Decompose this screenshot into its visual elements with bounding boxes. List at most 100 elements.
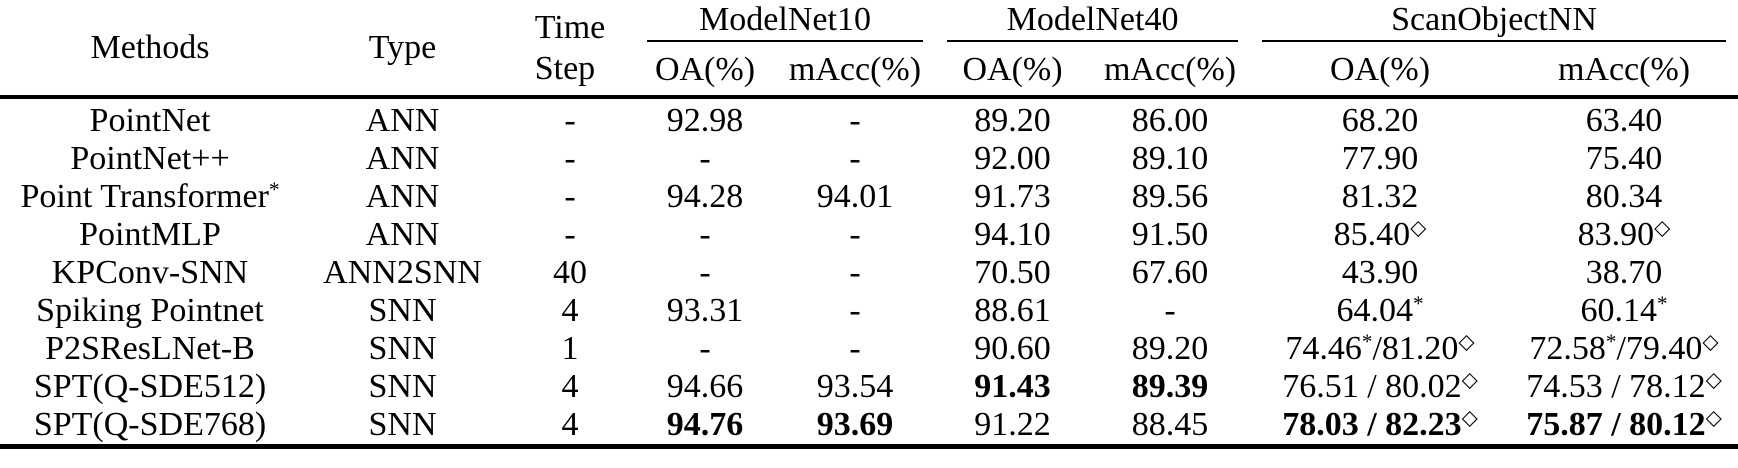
cell-modelnet40-oa: 94.10 — [974, 216, 1051, 253]
table-row: PointMLP ANN - - - 94.10 91.50 85.40◇ 83.90◇ — [0, 216, 1738, 254]
cell-method: PointNet++ — [70, 140, 230, 177]
cell-method: PointMLP — [79, 216, 221, 253]
col-header-modelnet40-macc: mAcc(%) — [1103, 50, 1237, 88]
cell-modelnet10-oa: 94.28 — [666, 178, 744, 215]
superscript-mark: * — [1413, 291, 1424, 316]
cell-modelnet40-oa: 91.43 — [974, 368, 1051, 405]
table-row: SPT(Q-SDE768) SNN 4 94.76 93.69 91.22 88.45 78.… — [0, 406, 1738, 447]
cell-time-step: 4 — [561, 406, 579, 443]
cell-modelnet10-oa: - — [699, 330, 711, 367]
cell-method: Spiking Pointnet — [36, 292, 264, 329]
table-row: PointNet ANN - 92.98 - 89.20 86.00 68.20 63.40 — [0, 97, 1738, 140]
cell-modelnet10-macc: 94.01 — [816, 178, 894, 215]
superscript-mark: * — [1605, 329, 1617, 354]
cell-scanobjectnn-macc: 75.87 / 80.12◇ — [1526, 405, 1722, 443]
cell-modelnet40-macc: 89.20 — [1131, 330, 1209, 367]
cell-scanobjectnn-macc: 38.70 — [1585, 254, 1663, 291]
cell-modelnet40-macc: 67.60 — [1131, 254, 1209, 291]
table-row: Spiking Pointnet SNN 4 93.31 - 88.61 - 64.04* 60… — [0, 292, 1738, 330]
cell-modelnet10-macc: 93.54 — [816, 368, 894, 405]
group-header-modelnet40: ModelNet40 — [935, 0, 1250, 42]
cell-type: ANN — [365, 178, 440, 215]
cell-scanobjectnn-oa: 78.03 / 82.23◇ — [1282, 405, 1478, 443]
cell-modelnet10-macc: - — [849, 216, 861, 253]
cell-type: SNN — [368, 292, 437, 329]
cell-scanobjectnn-macc: 75.40 — [1585, 140, 1663, 177]
cell-time-step: 1 — [561, 330, 579, 367]
cell-modelnet10-macc: - — [849, 254, 861, 291]
superscript-mark: ◇ — [1461, 405, 1478, 430]
cell-modelnet40-macc: - — [1164, 292, 1176, 329]
header-row-metrics: OA(%) mAcc(%) OA(%) mAcc(%) OA(%) mAcc(%… — [0, 42, 1738, 97]
cell-modelnet10-oa: - — [699, 140, 711, 177]
cell-modelnet40-macc: 91.50 — [1131, 216, 1209, 253]
table-row: Point Transformer* ANN - 94.28 94.01 91.73 89.… — [0, 178, 1738, 216]
cell-modelnet40-macc: 86.00 — [1131, 102, 1209, 139]
cell-scanobjectnn-oa: 43.90 — [1341, 254, 1419, 291]
cell-modelnet10-oa: 93.31 — [666, 292, 744, 329]
col-header-time-step: Time Step — [505, 0, 635, 97]
cell-method: PointNet — [89, 102, 211, 139]
cell-type: SNN — [368, 330, 437, 367]
cell-method: KPConv-SNN — [51, 254, 249, 291]
cell-scanobjectnn-macc: 80.34 — [1585, 178, 1663, 215]
cell-modelnet40-oa: 90.60 — [974, 330, 1051, 367]
superscript-mark: ◇ — [1705, 405, 1722, 430]
col-header-modelnet10-macc: mAcc(%) — [788, 50, 922, 88]
cell-modelnet40-oa: 70.50 — [974, 254, 1051, 291]
cell-time-step: - — [564, 216, 576, 253]
cell-time-step: 4 — [561, 368, 579, 405]
cell-modelnet10-macc: 93.69 — [816, 406, 894, 443]
cell-modelnet10-oa: - — [699, 216, 711, 253]
cell-modelnet40-macc: 89.56 — [1131, 178, 1209, 215]
cell-modelnet10-macc: - — [849, 330, 861, 367]
cell-scanobjectnn-oa: 77.90 — [1341, 140, 1419, 177]
cell-modelnet40-macc: 89.39 — [1131, 368, 1209, 405]
results-table: Methods Type Time Step ModelNet10 ModelN… — [0, 0, 1738, 447]
col-header-modelnet10-oa: OA(%) — [654, 50, 756, 88]
superscript-mark: ◇ — [1458, 329, 1475, 354]
time-step-line1: Time — [534, 8, 606, 46]
cell-modelnet40-oa: 88.61 — [974, 292, 1051, 329]
col-header-type: Type — [368, 28, 437, 66]
group-header-scanobjectnn-label: ScanObjectNN — [1262, 1, 1727, 42]
cell-type: SNN — [368, 368, 437, 405]
cell-scanobjectnn-oa: 68.20 — [1341, 102, 1419, 139]
col-header-modelnet40-oa: OA(%) — [962, 50, 1063, 88]
group-header-scanobjectnn: ScanObjectNN — [1250, 0, 1738, 42]
superscript-mark: ◇ — [1702, 329, 1719, 354]
cell-type: ANN — [365, 140, 440, 177]
cell-time-step: 4 — [561, 292, 579, 329]
cell-method: SPT(Q-SDE768) — [33, 406, 267, 443]
cell-scanobjectnn-macc: 83.90◇ — [1577, 215, 1671, 253]
cell-type: ANN — [365, 216, 440, 253]
cell-type: ANN — [365, 102, 440, 139]
cell-modelnet10-macc: - — [849, 140, 861, 177]
table-row: P2SResLNet-B SNN 1 - - 90.60 89.20 74.46*/81.20… — [0, 330, 1738, 368]
cell-modelnet10-oa: 94.76 — [666, 406, 744, 443]
cell-scanobjectnn-oa: 85.40◇ — [1333, 215, 1427, 253]
superscript-mark: ◇ — [1410, 215, 1427, 240]
group-header-modelnet10-label: ModelNet10 — [647, 1, 924, 42]
time-step-label: Time Step — [535, 7, 606, 89]
cell-modelnet40-oa: 91.22 — [974, 406, 1051, 443]
cell-time-step: - — [564, 140, 576, 177]
cell-type: SNN — [368, 406, 437, 443]
cell-scanobjectnn-oa: 81.32 — [1341, 178, 1419, 215]
col-header-scanobjectnn-macc: mAcc(%) — [1557, 50, 1691, 88]
table-row: KPConv-SNN ANN2SNN 40 - - 70.50 67.60 43.90 38.7… — [0, 254, 1738, 292]
cell-method: SPT(Q-SDE512) — [33, 368, 267, 405]
cell-modelnet10-oa: 94.66 — [666, 368, 744, 405]
cell-method: Point Transformer* — [20, 177, 280, 215]
cell-modelnet10-oa: 92.98 — [666, 102, 744, 139]
cell-scanobjectnn-oa: 74.46*/81.20◇ — [1285, 329, 1475, 367]
cell-modelnet40-oa: 92.00 — [974, 140, 1051, 177]
cell-time-step: 40 — [553, 254, 587, 291]
cell-scanobjectnn-macc: 63.40 — [1585, 102, 1663, 139]
col-header-scanobjectnn-oa: OA(%) — [1329, 50, 1431, 88]
table-header: Methods Type Time Step ModelNet10 ModelN… — [0, 0, 1738, 97]
group-header-modelnet40-label: ModelNet40 — [947, 1, 1239, 42]
cell-scanobjectnn-macc: 72.58*/79.40◇ — [1529, 329, 1719, 367]
cell-time-step: - — [564, 102, 576, 139]
group-header-modelnet10: ModelNet10 — [635, 0, 935, 42]
